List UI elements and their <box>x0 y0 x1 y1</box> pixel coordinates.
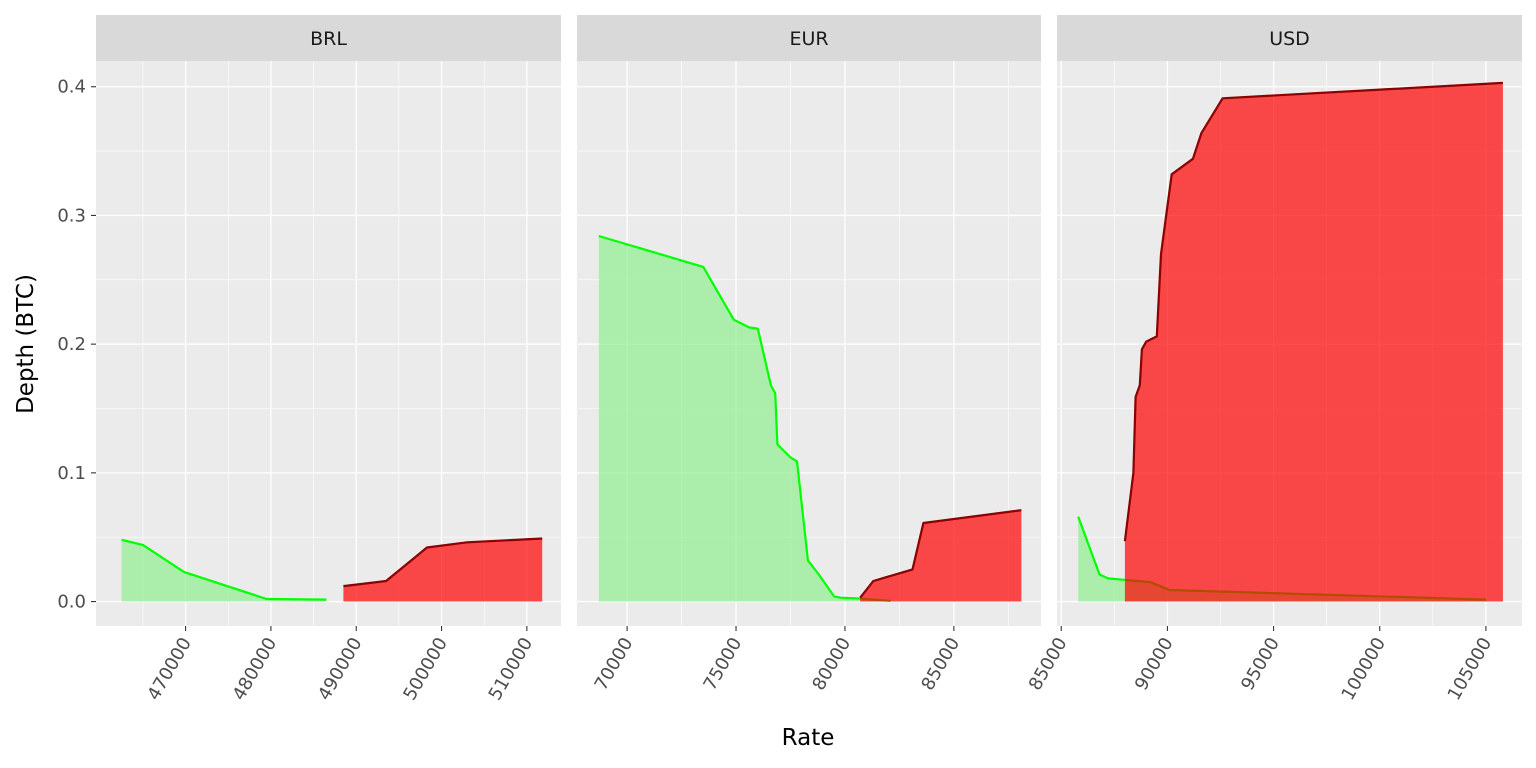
x-axis-title: Rate <box>782 725 835 751</box>
depth-area-bids <box>1078 516 1486 602</box>
x-tick-label: 75000 <box>700 634 747 694</box>
facet-strip <box>577 15 1041 61</box>
x-tick-label: 80000 <box>808 634 855 694</box>
x-tick-label: 90000 <box>1131 634 1178 694</box>
depth-line-bids <box>121 538 327 601</box>
x-tick-label: 95000 <box>1237 634 1284 694</box>
depth-line-asks <box>343 537 543 588</box>
depth-area-asks <box>343 538 543 602</box>
depth-area-bids <box>598 236 891 602</box>
facet-strip <box>96 15 561 61</box>
x-tick-label: 490000 <box>314 634 367 704</box>
depth-area-bids <box>121 539 327 602</box>
x-tick-label: 85000 <box>1025 634 1072 694</box>
x-tick-label: 85000 <box>917 634 964 694</box>
depth-area-asks <box>860 510 1022 602</box>
x-tick-label: 470000 <box>143 634 196 704</box>
x-tick-label: 480000 <box>229 634 282 704</box>
depth-area-asks <box>1124 82 1503 602</box>
y-tick-label: 0.4 <box>57 77 86 98</box>
x-tick-label: 70000 <box>591 634 638 694</box>
y-tick-label: 0.0 <box>57 592 86 613</box>
y-tick-label: 0.1 <box>57 463 86 484</box>
y-tick-label: 0.3 <box>57 205 86 226</box>
x-tick-label: 510000 <box>485 634 538 704</box>
x-tick-label: 105000 <box>1444 634 1497 704</box>
depth-line-asks <box>859 509 1022 599</box>
x-tick-label: 500000 <box>399 634 452 704</box>
x-tick-label: 100000 <box>1337 634 1390 704</box>
facet-label: USD <box>1269 28 1310 50</box>
y-axis-title: Depth (BTC) <box>13 274 39 414</box>
depth-line-bids <box>598 234 891 602</box>
y-tick-label: 0.2 <box>57 334 86 355</box>
panel-usd: USD 85000 90000 95000 100000 105000 <box>1025 15 1522 704</box>
panel-eur: EUR 70000 75000 80000 85000 <box>577 15 1041 694</box>
facet-label: EUR <box>789 28 828 50</box>
panel-brl: BRL 470000 480000 490000 500000 510000 <box>96 15 561 704</box>
facet-label: BRL <box>310 28 347 50</box>
depth-line-asks <box>1123 81 1503 542</box>
facet-strip <box>1057 15 1522 61</box>
